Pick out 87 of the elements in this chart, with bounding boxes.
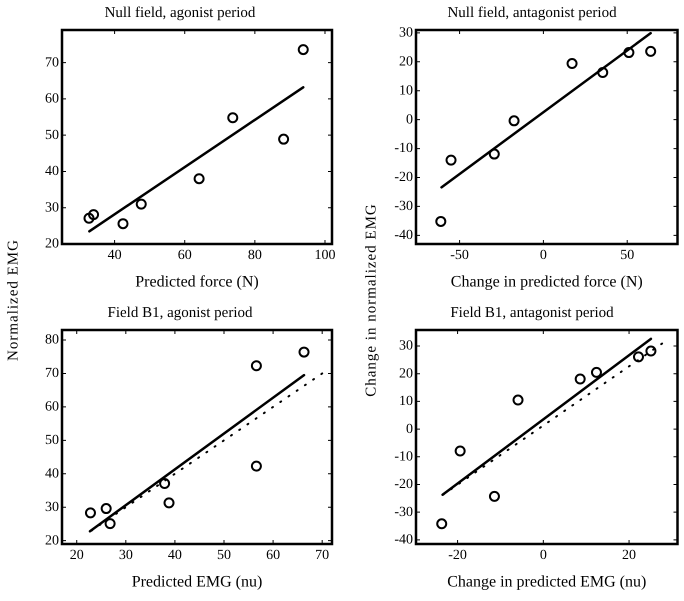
point [164, 497, 175, 508]
y-tick-label: 20 [45, 236, 59, 252]
point [298, 44, 309, 56]
x-tick-label: 40 [108, 248, 122, 264]
y-tick-label: -20 [394, 477, 413, 492]
y-axis-title: Change in normalized EMG [364, 203, 380, 397]
y-tick-label: 20 [399, 366, 413, 382]
point [446, 154, 457, 166]
y-tick-label: 10 [399, 394, 413, 410]
x-tick-label: 60 [266, 548, 280, 564]
y-tick-label: 40 [45, 466, 59, 482]
x-tick-label: 40 [168, 548, 182, 564]
x-tick-label: -20 [448, 548, 467, 564]
x-tick-label: 60 [178, 248, 192, 264]
point [278, 134, 290, 145]
point [590, 366, 602, 378]
x-tick-label: 20 [622, 548, 636, 564]
chart-title: Field B1, antagonist period [450, 304, 614, 321]
y-tick-label: -40 [394, 228, 413, 243]
x-tick-label: 0 [540, 548, 547, 564]
point [512, 394, 524, 406]
y-tick-label: 30 [399, 338, 413, 354]
point [159, 478, 170, 489]
y-tick-label: 10 [399, 83, 413, 98]
y-tick-label: 50 [45, 433, 59, 448]
y-tick-label: 70 [45, 366, 59, 382]
point [436, 518, 448, 530]
chart-title: Null field, agonist period [104, 4, 256, 21]
point [645, 46, 656, 57]
point [136, 198, 147, 210]
y-tick-label: 20 [399, 54, 413, 70]
y-tick-label: -10 [394, 141, 413, 156]
point [597, 67, 608, 78]
y-tick-label: 0 [406, 112, 413, 128]
y-tick-label: 70 [45, 55, 59, 70]
x-tick-label: 0 [540, 248, 547, 264]
y-tick-label: 30 [399, 26, 413, 41]
point [488, 148, 500, 160]
point [632, 351, 644, 362]
point [227, 112, 238, 124]
y-tick-label: -10 [394, 449, 413, 464]
y-tick-label: 0 [406, 422, 413, 437]
point [194, 173, 205, 184]
point [454, 445, 466, 456]
point [104, 518, 116, 530]
x-axis-title: Predicted EMG (nu) [132, 574, 262, 591]
x-tick-label: 30 [118, 548, 133, 564]
y-tick-label: -40 [394, 532, 413, 548]
chart-title: Null field, antagonist period [447, 4, 618, 21]
x-axis-title: Change in predicted EMG (nu) [447, 574, 646, 591]
y-tick-label: 60 [45, 92, 59, 107]
point [250, 460, 262, 472]
x-tick-label: 20 [70, 548, 84, 564]
point [84, 212, 94, 224]
y-tick-label: 40 [45, 164, 59, 180]
y-tick-label: -30 [394, 199, 413, 214]
point [118, 218, 129, 230]
point [298, 346, 310, 358]
x-tick-label: 50 [217, 548, 231, 564]
x-tick-label: -50 [450, 248, 469, 264]
y-tick-label: 80 [45, 332, 59, 348]
x-tick-label: 70 [315, 548, 330, 564]
y-axis-title: Normalized EMG [6, 239, 22, 361]
y-tick-label: 50 [45, 128, 59, 143]
y-tick-label: 30 [45, 500, 59, 515]
point [84, 507, 96, 518]
point [508, 115, 520, 126]
y-tick-label: 30 [45, 200, 59, 216]
point [566, 58, 578, 70]
y-tick-label: -20 [394, 170, 413, 186]
point [88, 209, 100, 220]
y-tick-label: 20 [45, 533, 59, 548]
point [488, 490, 500, 502]
y-tick-label: 60 [45, 400, 59, 415]
y-tick-label: -30 [394, 504, 413, 520]
point [435, 216, 446, 227]
x-axis-title: Change in predicted force (N) [450, 274, 643, 291]
x-axis-title: Predicted force (N) [135, 274, 259, 291]
x-tick-label: 100 [314, 248, 336, 264]
point [250, 360, 262, 372]
x-tick-label: 80 [248, 248, 262, 264]
point [623, 47, 634, 58]
point [100, 503, 112, 514]
x-tick-label: 50 [620, 248, 634, 264]
point [574, 374, 586, 384]
point [645, 346, 656, 357]
chart-title: Field B1, agonist period [108, 304, 253, 321]
